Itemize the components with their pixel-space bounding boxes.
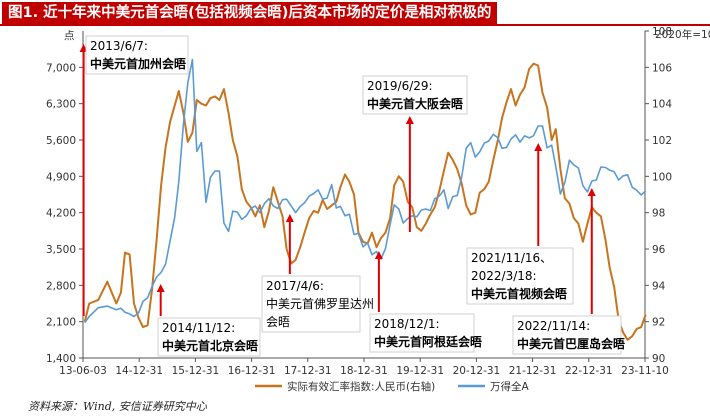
left-tick-label: 4,200 [46,208,76,220]
event-label-text: 中美元首大阪会晤 [367,96,463,111]
event-arrow-head [156,284,165,292]
x-tick-label: 14-12-31 [115,365,163,377]
event-label-box [512,315,622,355]
left-tick-label: 2,100 [46,317,76,329]
chart-title: 图1. 近十年来中美元首会晤(包括视频会晤)后资本市场的定价是相对积极的 [2,2,498,24]
left-tick-label: 1,400 [46,353,76,365]
right-tick-label: 108 [652,26,672,38]
left-tick-label: 5,600 [46,135,76,147]
series-line-cny-reer [83,62,647,341]
event-arrow-head [534,143,543,151]
event-annotation: 2014/11/12: 中美元首北京会晤 [156,284,261,357]
chart-annotations: 2013/6/7:中美元首加州会晤2014/11/12:中美元首北京会晤2017… [79,35,625,357]
event-annotation: 2021/11/16、 2022/3/18: 中美元首视频会晤 [466,143,574,305]
event-label-text: 中美元首北京会晤 [162,338,258,353]
right-tick-label: 98 [652,208,665,220]
event-label-text: 2022/3/18: [471,269,537,283]
event-label-text: 2018/12/1: [374,317,440,331]
event-annotation: 2022/11/14: 中美元首巴厘岛会晤 [512,188,625,355]
left-tick-label: 3,500 [46,244,76,256]
event-arrow-head [405,116,414,124]
event-annotation: 2018/12/1: 中美元首阿根廷会晤 [369,251,482,353]
right-tick-label: 94 [652,280,666,292]
event-arrow-head [374,251,383,259]
right-tick-label: 102 [652,135,672,147]
chart-axes: 点 2020年=100 1,400 2,100 2,800 3,500 4,200 4,900… [46,26,710,377]
event-annotation: 2019/6/29: 中美元首大阪会晤 [362,75,468,232]
event-label-text: 2019/6/29: [367,79,433,93]
x-tick-label: 23-11-10 [621,365,669,377]
event-label-text: 中美元首视频会晤 [471,286,567,301]
event-arrow-head [587,188,596,196]
event-label-box [362,75,468,115]
right-tick-label: 106 [652,62,672,74]
event-arrow-head [285,214,294,222]
event-label-box [261,275,361,333]
event-label-text: 2022/11/14: [517,319,590,333]
x-tick-label: 18-12-31 [340,365,388,377]
right-tick-label: 92 [652,317,665,329]
series-line-wind-a [84,58,647,324]
right-axis-unit: 2020年=100 [655,28,710,41]
chart-series [83,58,647,341]
event-label-text: 中美元首佛罗里达州 [266,296,374,311]
chart-canvas: 点 2020年=100 1,400 2,100 2,800 3,500 4,200 4,900… [46,26,710,393]
right-tick-label: 104 [652,99,672,111]
x-tick-label: 16-12-31 [228,365,276,377]
event-label-text: 中美元首加州会晤 [90,56,186,71]
left-tick-label: 4,900 [46,171,76,183]
event-label-text: 中美元首巴厘岛会晤 [517,336,625,351]
right-tick-label: 100 [652,171,672,183]
right-tick-label: 90 [652,353,665,365]
event-label-box [369,313,475,353]
event-label-text: 会晤 [266,315,290,329]
event-label-text: 2017/4/6: [266,279,324,293]
left-tick-label: 7,000 [46,62,76,74]
x-tick-label: 20-12-31 [453,365,501,377]
x-tick-label: 22-12-31 [565,365,613,377]
event-label-box [157,317,261,357]
event-label-box [85,35,189,75]
event-label-text: 中美元首阿根廷会晤 [374,334,482,349]
legend-label-cny-reer: 实际有效汇率指数:人民币(右轴) [287,380,435,393]
x-tick-label: 21-12-31 [509,365,557,377]
event-label-text: 2013/6/7: [90,39,148,53]
x-tick-label: 19-12-31 [396,365,444,377]
right-tick-label: 96 [652,244,666,256]
source-note: 资料来源：Wind, 安信证券研究中心 [28,400,207,413]
left-tick-label: 2,800 [46,280,76,292]
legend-label-wind-a: 万得全A [490,380,529,393]
left-axis-unit: 点 [64,30,75,42]
event-label-text: 2014/11/12: [162,321,235,335]
x-tick-label: 17-12-31 [284,365,332,377]
event-annotation: 2013/6/7: 中美元首加州会晤 [79,35,189,316]
x-tick-label: 13-06-03 [59,365,107,377]
chart-legend: 实际有效汇率指数:人民币(右轴) 万得全A [255,380,529,393]
event-label-box [466,247,574,305]
x-tick-label: 15-12-31 [172,365,220,377]
left-tick-label: 6,300 [46,99,76,111]
event-label-text: 2021/11/16、 [471,251,552,265]
title-rule [0,24,710,26]
